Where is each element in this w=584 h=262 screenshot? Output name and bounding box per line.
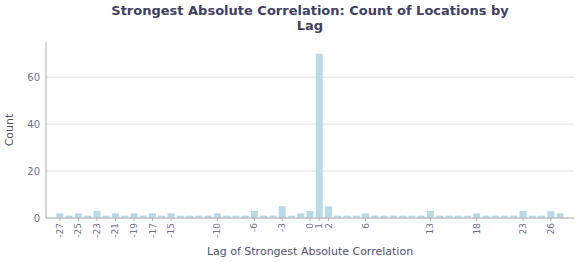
x-tick-label: 2 — [324, 223, 334, 229]
title: Strongest Absolute Correlation: Count of… — [111, 3, 509, 33]
title-line: Lag — [297, 18, 323, 33]
title-line: Strongest Absolute Correlation: Count of… — [111, 3, 509, 18]
x-tick — [59, 218, 60, 221]
x-tick-label: -21 — [110, 223, 120, 238]
chart: Strongest Absolute Correlation: Count of… — [0, 0, 584, 262]
x-tick — [282, 218, 283, 221]
y-tick-label: 20 — [27, 166, 40, 177]
bar — [56, 213, 63, 218]
x-tick-label: 18 — [472, 223, 482, 235]
y-axis — [46, 42, 47, 218]
x-tick — [365, 218, 366, 221]
x-tick — [96, 218, 97, 221]
bar — [214, 213, 221, 218]
bar — [251, 211, 258, 218]
grid-line — [46, 124, 574, 125]
x-tick-label: -27 — [55, 223, 65, 238]
x-tick — [134, 218, 135, 221]
bar — [547, 211, 554, 218]
y-tick-label: 60 — [27, 72, 40, 83]
x-tick — [152, 218, 153, 221]
x-tick-label: 6 — [361, 223, 371, 229]
y-tick-label: 0 — [34, 213, 40, 224]
x-tick — [319, 218, 320, 221]
bar — [427, 211, 434, 218]
bar — [93, 211, 100, 218]
x-tick — [171, 218, 172, 221]
x-tick — [254, 218, 255, 221]
x-tick-label: -6 — [249, 223, 259, 232]
bar — [520, 211, 527, 218]
x-tick-label: -25 — [73, 223, 83, 238]
bar — [473, 213, 480, 218]
x-tick-label: -23 — [92, 223, 102, 238]
x-tick-label: -17 — [148, 223, 158, 238]
x-tick — [115, 218, 116, 221]
grid-line — [46, 77, 574, 78]
bar — [168, 213, 175, 218]
bar — [279, 206, 286, 218]
bar — [131, 213, 138, 218]
x-tick-label: 23 — [518, 223, 528, 234]
bar — [149, 213, 156, 218]
grid-line — [46, 171, 574, 172]
x-tick-label: -15 — [166, 223, 176, 238]
bar — [325, 206, 332, 218]
x-axis-label: Lag of Strongest Absolute Correlation — [207, 245, 413, 258]
bar — [75, 213, 82, 218]
x-tick-label: -3 — [277, 223, 287, 232]
x-tick — [430, 218, 431, 221]
x-tick — [310, 218, 311, 221]
x-tick-label: -19 — [129, 223, 139, 238]
x-tick-label: 13 — [425, 223, 435, 234]
bars — [56, 54, 563, 218]
x-tick-label: -10 — [212, 223, 222, 238]
bar — [307, 211, 314, 218]
y-tick-label: 40 — [27, 119, 40, 130]
y-axis-label: Count — [3, 113, 16, 146]
x-tick — [217, 218, 218, 221]
x-tick — [523, 218, 524, 221]
x-tick — [476, 218, 477, 221]
x-tick — [78, 218, 79, 221]
x-tick — [550, 218, 551, 221]
bar — [362, 213, 369, 218]
bar — [316, 54, 323, 218]
x-tick — [328, 218, 329, 221]
bar — [557, 213, 564, 218]
x-tick-label: 26 — [546, 223, 556, 235]
bar — [297, 213, 304, 218]
bar — [112, 213, 119, 218]
